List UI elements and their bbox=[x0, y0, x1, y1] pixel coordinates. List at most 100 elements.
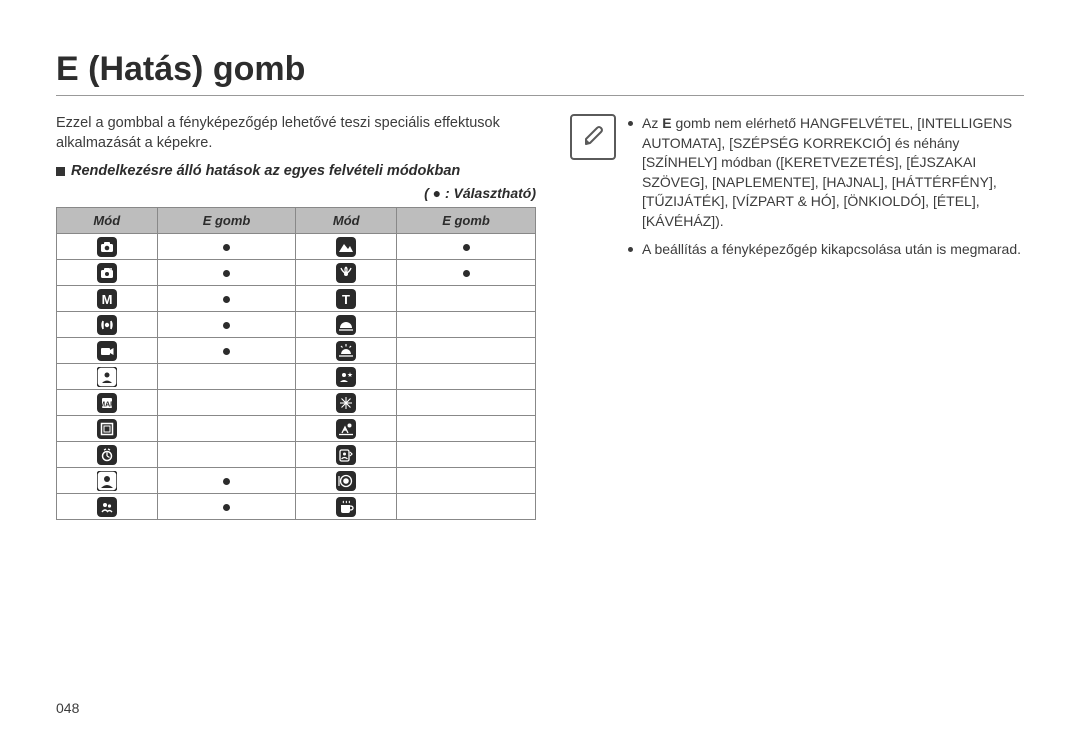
dot-icon bbox=[223, 478, 230, 485]
left-column: Ezzel a gombbal a fényképezőgép lehetővé… bbox=[56, 114, 536, 520]
section-bullet-icon bbox=[56, 167, 65, 176]
self-shot-icon bbox=[336, 445, 356, 465]
table-header: E gomb bbox=[397, 208, 536, 234]
mode-icon-cell bbox=[57, 468, 158, 494]
dawn-icon bbox=[336, 341, 356, 361]
selectable-cell bbox=[157, 364, 296, 390]
table-row bbox=[57, 234, 536, 260]
dot-icon bbox=[463, 244, 470, 251]
mode-icon-cell bbox=[296, 286, 397, 312]
modes-table: MódE gombMódE gomb bbox=[56, 207, 536, 520]
dual-is-icon bbox=[97, 315, 117, 335]
table-row bbox=[57, 416, 536, 442]
note-item: Az E gomb nem elérhető HANGFELVÉTEL, [IN… bbox=[628, 114, 1024, 232]
selectable-cell bbox=[157, 416, 296, 442]
mode-icon-cell bbox=[296, 468, 397, 494]
table-header: Mód bbox=[296, 208, 397, 234]
selectable-cell bbox=[157, 390, 296, 416]
mode-icon-cell bbox=[296, 234, 397, 260]
dot-icon bbox=[223, 322, 230, 329]
table-row bbox=[57, 312, 536, 338]
note1-bold: E bbox=[662, 115, 671, 131]
selectable-cell bbox=[397, 234, 536, 260]
table-row bbox=[57, 260, 536, 286]
selectable-cell bbox=[157, 234, 296, 260]
mode-icon-cell bbox=[296, 390, 397, 416]
selectable-cell bbox=[397, 338, 536, 364]
camera-p-icon bbox=[97, 263, 117, 283]
title-rule bbox=[56, 95, 1024, 96]
table-row bbox=[57, 468, 536, 494]
movie-icon bbox=[97, 341, 117, 361]
self-timer-icon bbox=[97, 445, 117, 465]
table-header: Mód bbox=[57, 208, 158, 234]
note1-rest: gomb nem elérhető HANGFELVÉTEL, [INTELLI… bbox=[642, 115, 1012, 229]
selectable-cell bbox=[157, 312, 296, 338]
mode-icon-cell bbox=[296, 312, 397, 338]
mode-icon-cell bbox=[57, 286, 158, 312]
mode-icon-cell bbox=[57, 390, 158, 416]
landscape-icon bbox=[336, 237, 356, 257]
portrait-icon bbox=[97, 471, 117, 491]
mode-icon-cell bbox=[57, 260, 158, 286]
selectable-cell bbox=[397, 364, 536, 390]
selectable-cell bbox=[157, 468, 296, 494]
section-heading: Rendelkezésre álló hatások az egyes felv… bbox=[71, 163, 460, 179]
section-subright: ( ● : Választható) bbox=[56, 185, 536, 201]
table-row bbox=[57, 364, 536, 390]
firework-icon bbox=[336, 393, 356, 413]
selectable-cell bbox=[397, 286, 536, 312]
selectable-cell bbox=[397, 442, 536, 468]
table-row bbox=[57, 442, 536, 468]
note1-prefix: Az bbox=[642, 115, 662, 131]
frame-icon bbox=[97, 419, 117, 439]
children-icon bbox=[97, 497, 117, 517]
selectable-cell bbox=[157, 494, 296, 520]
right-column: Az E gomb nem elérhető HANGFELVÉTEL, [IN… bbox=[570, 114, 1024, 520]
selectable-cell bbox=[157, 338, 296, 364]
selectable-cell bbox=[397, 260, 536, 286]
dot-icon bbox=[223, 348, 230, 355]
mode-icon-cell bbox=[57, 234, 158, 260]
T-icon bbox=[336, 289, 356, 309]
notes-list: Az E gomb nem elérhető HANGFELVÉTEL, [IN… bbox=[628, 114, 1024, 520]
table-header: E gomb bbox=[157, 208, 296, 234]
selectable-cell bbox=[397, 494, 536, 520]
dot-icon bbox=[223, 270, 230, 277]
closeup-icon bbox=[336, 263, 356, 283]
mode-icon-cell bbox=[296, 364, 397, 390]
selectable-cell bbox=[397, 312, 536, 338]
dot-icon bbox=[223, 244, 230, 251]
selectable-cell bbox=[157, 260, 296, 286]
selectable-cell bbox=[397, 390, 536, 416]
table-row bbox=[57, 494, 536, 520]
night-portrait-icon bbox=[336, 367, 356, 387]
table-row bbox=[57, 338, 536, 364]
intro-text: Ezzel a gombbal a fényképezőgép lehetővé… bbox=[56, 114, 536, 153]
mode-icon-cell bbox=[296, 442, 397, 468]
mode-icon-cell bbox=[57, 442, 158, 468]
mode-icon-cell bbox=[57, 338, 158, 364]
mode-icon-cell bbox=[57, 416, 158, 442]
page-number: 048 bbox=[56, 700, 79, 716]
portrait-night-icon bbox=[97, 367, 117, 387]
mode-icon-cell bbox=[296, 416, 397, 442]
page-title: E (Hatás) gomb bbox=[56, 50, 1024, 89]
dot-icon bbox=[223, 504, 230, 511]
beach-snow-icon bbox=[336, 419, 356, 439]
mode-icon-cell bbox=[296, 338, 397, 364]
selectable-cell bbox=[157, 286, 296, 312]
mode-icon-cell bbox=[57, 312, 158, 338]
section-heading-row: Rendelkezésre álló hatások az egyes felv… bbox=[56, 163, 536, 179]
sunset-icon bbox=[336, 315, 356, 335]
mode-icon-cell bbox=[57, 364, 158, 390]
selectable-cell bbox=[397, 416, 536, 442]
cafe-icon bbox=[336, 497, 356, 517]
mode-icon-cell bbox=[296, 260, 397, 286]
dot-icon bbox=[223, 296, 230, 303]
table-row bbox=[57, 390, 536, 416]
smart-icon bbox=[97, 393, 117, 413]
note-item: A beállítás a fényképezőgép kikapcsolása… bbox=[628, 240, 1024, 260]
M-icon bbox=[97, 289, 117, 309]
camera-auto-icon bbox=[97, 237, 117, 257]
